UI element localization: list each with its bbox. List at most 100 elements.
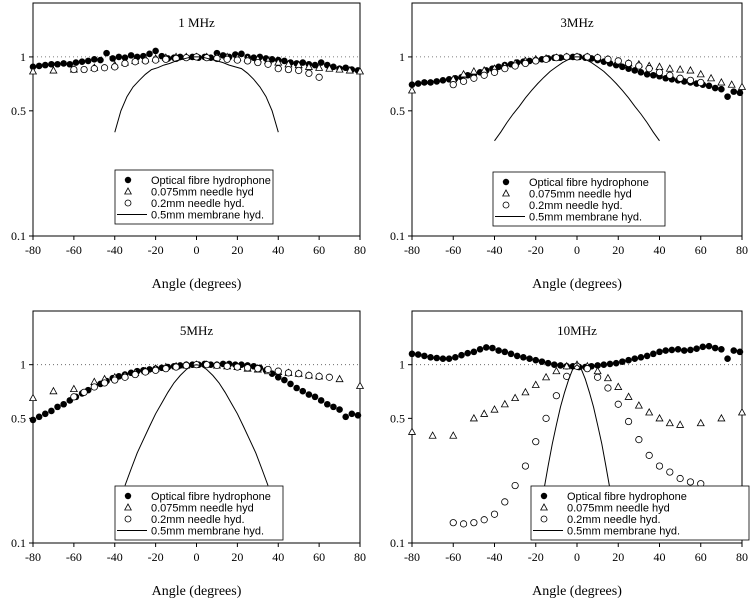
data-point: [72, 59, 80, 66]
chart-panel-2: -80 -60 -40 -20 0 20 40 60 80 0.1 0.5 1 3MHz Angle (d…: [390, 2, 748, 292]
data-point: [439, 77, 447, 84]
data-point: [604, 55, 612, 63]
legend-marker: [124, 503, 132, 511]
data-point: [631, 355, 639, 363]
data-point: [28, 393, 38, 402]
data-point: [336, 406, 343, 413]
legend-marker: [540, 492, 548, 500]
y-tick-label: 0.5: [11, 104, 26, 118]
data-point: [439, 355, 447, 363]
legend-label: 0.075mm needle hyd: [151, 187, 254, 199]
data-point: [182, 361, 190, 370]
data-point: [264, 60, 272, 68]
series-0-5mm-membrane-hyd: [494, 56, 660, 142]
data-point: [233, 56, 241, 64]
data-point: [552, 392, 560, 400]
x-tick-label: 0: [194, 243, 200, 257]
data-point: [203, 361, 211, 369]
data-point: [141, 368, 150, 376]
data-point: [330, 63, 337, 71]
data-point: [317, 397, 325, 404]
data-point: [562, 361, 571, 370]
legend-label: 0.2mm needle hyd.: [151, 198, 245, 210]
data-point: [100, 64, 109, 72]
x-tick-label: 0: [574, 243, 580, 257]
data-point: [573, 362, 581, 370]
chart-panel-1: -80 -60 -40 -20 0 20 40 60 80 0.1 0.5 1 1 MHz Angle (…: [11, 2, 366, 292]
data-point: [469, 66, 478, 75]
data-point: [614, 400, 622, 408]
legend-marker: [540, 503, 548, 511]
x-tick-label: -20: [148, 243, 164, 257]
data-point: [223, 55, 231, 63]
y-tick-label: 1: [399, 50, 405, 64]
data-point: [594, 373, 602, 381]
data-point: [469, 413, 478, 422]
x-tick-label: -60: [445, 550, 461, 564]
data-point: [121, 59, 129, 67]
x-tick-label: 40: [654, 550, 666, 564]
data-point: [458, 351, 465, 359]
legend-marker: [124, 176, 132, 184]
y-tick-label: 0.5: [390, 411, 405, 425]
data-point: [274, 367, 282, 375]
data-point: [162, 365, 170, 373]
data-point: [637, 353, 645, 361]
series-line: [494, 56, 660, 142]
data-point: [287, 380, 294, 388]
data-point: [433, 354, 441, 362]
data-point: [730, 88, 738, 95]
data-point: [520, 353, 527, 361]
data-point: [624, 392, 633, 400]
legend-label: 0.2mm needle hyd.: [529, 200, 623, 212]
data-point: [686, 478, 695, 486]
data-point: [513, 352, 521, 360]
data-point: [407, 85, 417, 94]
data-point: [665, 64, 674, 72]
data-point: [583, 365, 591, 373]
data-point: [507, 350, 515, 358]
legend-label: 0.2mm needle hyd.: [567, 514, 661, 526]
data-point: [324, 400, 331, 408]
data-point: [315, 73, 323, 81]
data-point: [29, 416, 37, 424]
data-point: [464, 349, 471, 357]
data-point: [511, 62, 519, 70]
y-tick-label: 0.1: [390, 536, 405, 550]
data-point: [643, 352, 651, 360]
data-point: [115, 53, 123, 61]
data-point: [274, 65, 282, 73]
data-point: [500, 399, 509, 408]
data-point: [624, 59, 633, 67]
data-point: [521, 59, 530, 67]
data-point: [131, 370, 139, 379]
data-point: [593, 366, 602, 375]
chart-panel-3: -80 -60 -40 -20 0 20 40 60 80 0.1 0.5 1 5MHz Angle (d…: [11, 310, 366, 599]
data-point: [29, 63, 37, 71]
data-point: [335, 374, 344, 383]
x-tick-label: 40: [272, 243, 284, 257]
data-point: [727, 80, 736, 88]
data-point: [315, 63, 324, 71]
data-point: [428, 431, 437, 439]
data-point: [408, 350, 416, 358]
x-tick-label: -40: [487, 243, 503, 257]
data-point: [459, 77, 468, 85]
data-point: [687, 346, 694, 354]
data-point: [311, 393, 319, 401]
x-tick-label: -20: [528, 550, 544, 564]
data-point: [78, 58, 86, 66]
data-point: [606, 360, 614, 368]
series-0-2mm-needle-hyd: [449, 362, 705, 528]
data-point: [414, 80, 422, 87]
data-point: [655, 413, 664, 422]
data-point: [162, 55, 170, 63]
legend-label: 0.2mm needle hyd.: [151, 514, 245, 526]
data-point: [634, 401, 643, 409]
data-point: [521, 387, 530, 396]
data-point: [305, 69, 313, 77]
x-tick-label: 80: [354, 243, 366, 257]
